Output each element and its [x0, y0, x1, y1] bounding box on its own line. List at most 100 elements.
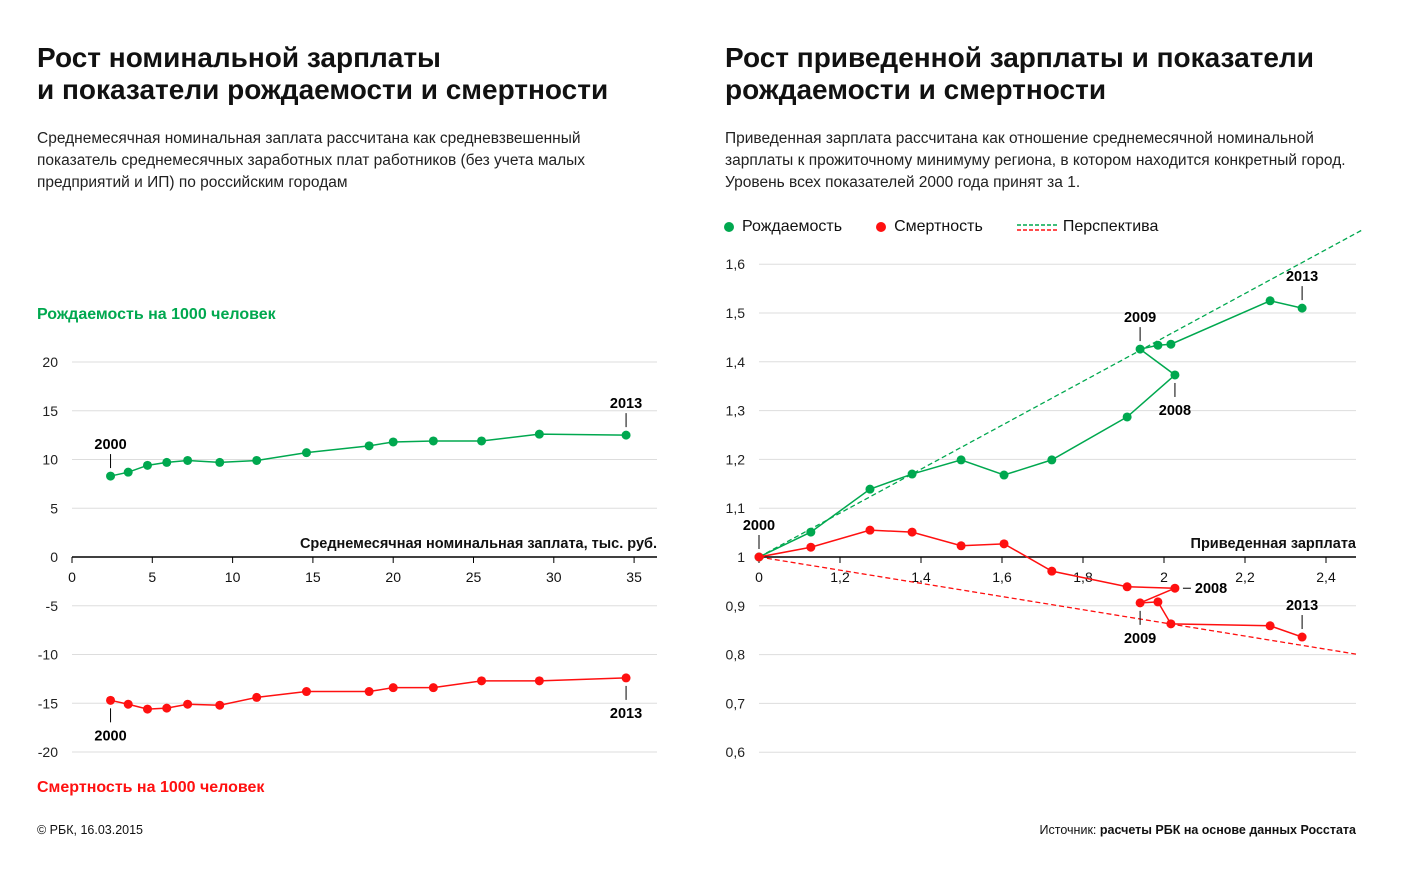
chart2-point-green — [1265, 296, 1275, 306]
source-label: Источник: — [1039, 823, 1097, 837]
chart1-x-tick-label: 35 — [626, 569, 642, 585]
chart2-y-tick-label: 0,9 — [726, 598, 746, 614]
chart1-point-green — [534, 429, 544, 439]
chart1-x-tick-label: 30 — [546, 569, 562, 585]
chart1-point-red — [215, 700, 225, 710]
chart2-x-tick-label: 1,2 — [830, 569, 850, 585]
chart2-point-green — [956, 455, 966, 465]
chart2-point-red — [1265, 621, 1275, 631]
chart1-point-green — [162, 457, 172, 467]
chart2-point-green — [1166, 339, 1176, 349]
chart2-perspective-line-green — [758, 229, 1363, 558]
chart1-point-green — [252, 455, 262, 465]
chart2-annotation-label: 2013 — [1286, 269, 1318, 285]
right-title-line1: Рост приведенной зарплаты и показатели — [725, 42, 1314, 73]
chart1-point-red — [364, 687, 374, 697]
chart1-point-green — [142, 460, 152, 470]
chart1-point-green — [364, 441, 374, 451]
red-dot-icon — [876, 222, 887, 232]
chart1-point-red — [106, 695, 116, 705]
chart1-point-green — [621, 430, 631, 440]
legend-birth-label: Рождаемость — [742, 218, 843, 235]
chart2-x-tick-label: 0 — [755, 569, 763, 585]
chart1-x-tick-label: 20 — [385, 569, 401, 585]
chart2-point-red — [865, 525, 875, 535]
chart1-point-red — [142, 704, 152, 714]
chart1-point-red — [252, 692, 262, 702]
chart1-point-green — [428, 436, 438, 446]
chart2-y-tick-label: 0,7 — [726, 695, 746, 711]
chart1-y-tick-label: -20 — [38, 744, 58, 760]
chart2-point-green — [1297, 303, 1307, 313]
chart1-point-red — [428, 683, 438, 693]
legend-perspective: Перспектива — [1016, 218, 1158, 236]
chart1-point-red — [301, 687, 311, 697]
right-title-line2: рождаемости и смертности — [725, 74, 1107, 105]
death-rate-label: Смертность на 1000 человек — [37, 779, 265, 796]
chart2-point-red — [1135, 598, 1145, 608]
chart2-annotation-label: 2008 — [1159, 403, 1191, 419]
chart2-point-green — [1047, 455, 1057, 465]
chart2-y-tick-label: 1,5 — [726, 305, 746, 321]
copyright: © РБК, 16.03.2015 — [37, 823, 144, 837]
chart2-y-tick-label: 0,6 — [726, 744, 746, 760]
chart2-point-red — [754, 552, 764, 562]
chart2-point-red — [1047, 566, 1057, 576]
chart2-x-tick-label: 2,2 — [1235, 569, 1255, 585]
chart2-perspective-line-red — [758, 556, 1357, 655]
chart2-annotation-label: 2008 — [1195, 581, 1227, 597]
chart2-point-red — [806, 542, 816, 552]
chart2-point-red — [907, 527, 917, 537]
chart1-y-tick-label: 10 — [42, 452, 58, 468]
dashed-lines-icon — [1016, 224, 1057, 231]
legend-birth: Рождаемость — [724, 218, 842, 236]
chart1-y-tick-label: 15 — [42, 403, 58, 419]
chart2-x-tick-label: 1,6 — [992, 569, 1012, 585]
left-title-line1: Рост номинальной зарплаты — [37, 42, 441, 73]
chart2-point-green — [1122, 412, 1132, 422]
legend-death-label: Смертность — [894, 218, 983, 235]
chart1-point-green — [477, 436, 487, 446]
chart1-point-red — [162, 703, 172, 713]
chart2-point-green — [907, 469, 917, 479]
chart1-x-tick-label: 25 — [466, 569, 482, 585]
chart2-point-red — [999, 539, 1009, 549]
chart2-point-red — [1153, 597, 1163, 607]
chart1-point-red — [183, 699, 193, 709]
chart1-x-tick-label: 15 — [305, 569, 321, 585]
chart1-point-red — [534, 676, 544, 686]
chart2-x-tick-label: 2 — [1160, 569, 1168, 585]
right-description: Приведенная зарплата рассчитана как отно… — [725, 130, 1346, 191]
chart1-point-red — [388, 683, 398, 693]
chart2-annotation-label: 2013 — [1286, 598, 1318, 614]
chart2-series-line-green — [758, 300, 1303, 558]
chart1-point-green — [301, 448, 311, 458]
chart2-point-green — [1135, 344, 1145, 354]
chart2-point-red — [1166, 619, 1176, 629]
left-title: Рост номинальной зарплаты и показатели р… — [37, 42, 608, 106]
chart1-y-tick-label: 0 — [50, 549, 58, 565]
chart1-point-red — [621, 673, 631, 683]
chart1-point-green — [388, 437, 398, 447]
chart2-y-tick-label: 1,1 — [726, 500, 746, 516]
chart1-point-green — [183, 455, 193, 465]
chart2-point-green — [1153, 340, 1163, 350]
green-dot-icon — [724, 222, 734, 232]
chart1-annotation-label: 2013 — [610, 706, 642, 722]
chart1-point-red — [123, 699, 133, 709]
chart1-x-axis-label: Среднемесячная номинальная заплата, тыс.… — [300, 536, 657, 552]
chart1-annotation-label: 2013 — [610, 396, 642, 412]
chart2-point-red — [1170, 583, 1180, 593]
chart1-x-tick-label: 10 — [225, 569, 241, 585]
chart1-annotation-label: 2000 — [94, 728, 126, 744]
chart2-y-tick-label: 1,2 — [726, 451, 746, 467]
chart2-y-tick-label: 1,4 — [726, 354, 746, 370]
chart1-point-green — [106, 471, 116, 481]
chart2-y-tick-label: 1 — [737, 549, 745, 565]
chart1-annotation-label: 2000 — [94, 437, 126, 453]
chart2-x-tick-label: 2,4 — [1316, 569, 1336, 585]
chart2-y-tick-label: 1,3 — [726, 403, 746, 419]
chart2-point-red — [1297, 632, 1307, 642]
chart2-point-red — [1122, 582, 1132, 592]
